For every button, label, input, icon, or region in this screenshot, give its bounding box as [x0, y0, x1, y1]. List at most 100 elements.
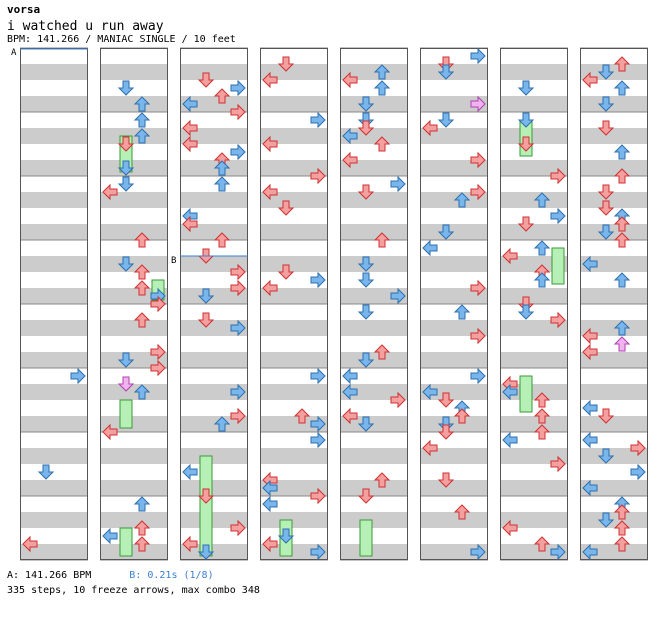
step-arrow — [533, 408, 551, 424]
step-arrow — [310, 543, 326, 561]
beat-stripe — [180, 480, 248, 496]
step-arrow — [310, 415, 326, 433]
beat-stripe — [580, 160, 648, 176]
step-arrow — [133, 128, 151, 144]
step-arrow — [230, 143, 246, 161]
step-arrow — [373, 64, 391, 80]
beat-stripe — [500, 448, 568, 464]
beat-stripe — [20, 544, 88, 560]
step-arrow — [277, 56, 295, 72]
step-arrow — [470, 47, 486, 65]
step-arrow — [133, 312, 151, 328]
step-arrow — [517, 136, 535, 152]
step-arrow — [102, 527, 118, 545]
beat-stripe — [20, 512, 88, 528]
beat-stripe — [340, 544, 408, 560]
step-arrow — [213, 160, 231, 176]
step-arrow — [597, 96, 615, 112]
beat-stripe — [180, 192, 248, 208]
beat-stripe — [100, 64, 168, 80]
step-arrow — [597, 184, 615, 200]
step-arrow — [582, 327, 598, 345]
step-arrow — [293, 408, 311, 424]
beat-stripe — [180, 512, 248, 528]
step-arrow — [517, 216, 535, 232]
step-arrow — [262, 135, 278, 153]
step-arrow — [550, 543, 566, 561]
step-arrow — [613, 320, 631, 336]
step-arrow — [117, 176, 135, 192]
step-arrow — [470, 327, 486, 345]
step-arrow — [117, 352, 135, 368]
column-border — [580, 48, 648, 560]
beat-stripe — [420, 544, 488, 560]
beat-stripe — [500, 64, 568, 80]
step-arrow — [597, 64, 615, 80]
step-arrow — [613, 144, 631, 160]
beat-stripe — [180, 320, 248, 336]
step-arrow — [150, 359, 166, 377]
step-arrow — [342, 383, 358, 401]
song-author: vorsa — [7, 3, 41, 16]
step-arrow — [262, 479, 278, 497]
beat-stripe — [180, 384, 248, 400]
step-arrow — [357, 304, 375, 320]
beat-stripe — [500, 384, 568, 400]
beat-stripe — [500, 416, 568, 432]
beat-stripe — [340, 352, 408, 368]
beat-stripe — [20, 384, 88, 400]
beat-stripe — [340, 448, 408, 464]
step-arrow — [357, 488, 375, 504]
beat-stripe — [340, 96, 408, 112]
beat-stripe — [20, 448, 88, 464]
beat-stripe — [100, 160, 168, 176]
freeze-arrow — [199, 455, 213, 557]
beat-stripe — [340, 480, 408, 496]
beat-stripe — [580, 384, 648, 400]
beat-stripe — [20, 320, 88, 336]
step-arrow — [373, 136, 391, 152]
beat-stripe — [500, 128, 568, 144]
step-arrow — [117, 160, 135, 176]
beat-stripe — [100, 128, 168, 144]
step-arrow — [133, 520, 151, 536]
song-title: i watched u run away — [7, 19, 164, 34]
step-arrow — [197, 544, 215, 560]
step-arrow — [182, 135, 198, 153]
chart-column — [20, 47, 88, 561]
step-arrow — [357, 272, 375, 288]
beat-stripe — [580, 128, 648, 144]
beat-stripe — [260, 320, 328, 336]
beat-stripe — [340, 512, 408, 528]
step-arrow — [310, 167, 326, 185]
step-arrow — [533, 192, 551, 208]
beat-stripe — [100, 448, 168, 464]
step-arrow — [613, 56, 631, 72]
step-arrow — [310, 367, 326, 385]
beat-stripe — [420, 64, 488, 80]
step-arrow — [453, 504, 471, 520]
step-arrow — [597, 224, 615, 240]
step-arrow — [117, 136, 135, 152]
beat-stripe — [20, 96, 88, 112]
step-arrow — [437, 112, 455, 128]
step-arrow — [373, 472, 391, 488]
beat-stripe — [260, 480, 328, 496]
step-arrow — [613, 272, 631, 288]
step-arrow — [197, 312, 215, 328]
beat-stripe — [260, 160, 328, 176]
beat-stripe — [100, 480, 168, 496]
beat-stripe — [20, 352, 88, 368]
step-arrow — [133, 536, 151, 552]
step-arrow — [262, 279, 278, 297]
step-arrow — [182, 215, 198, 233]
beat-stripe — [420, 384, 488, 400]
beat-stripe — [420, 512, 488, 528]
beat-stripe — [420, 288, 488, 304]
step-arrow — [613, 216, 631, 232]
beat-stripe — [180, 96, 248, 112]
step-arrow — [517, 304, 535, 320]
step-arrow — [342, 367, 358, 385]
column-border — [100, 48, 168, 560]
